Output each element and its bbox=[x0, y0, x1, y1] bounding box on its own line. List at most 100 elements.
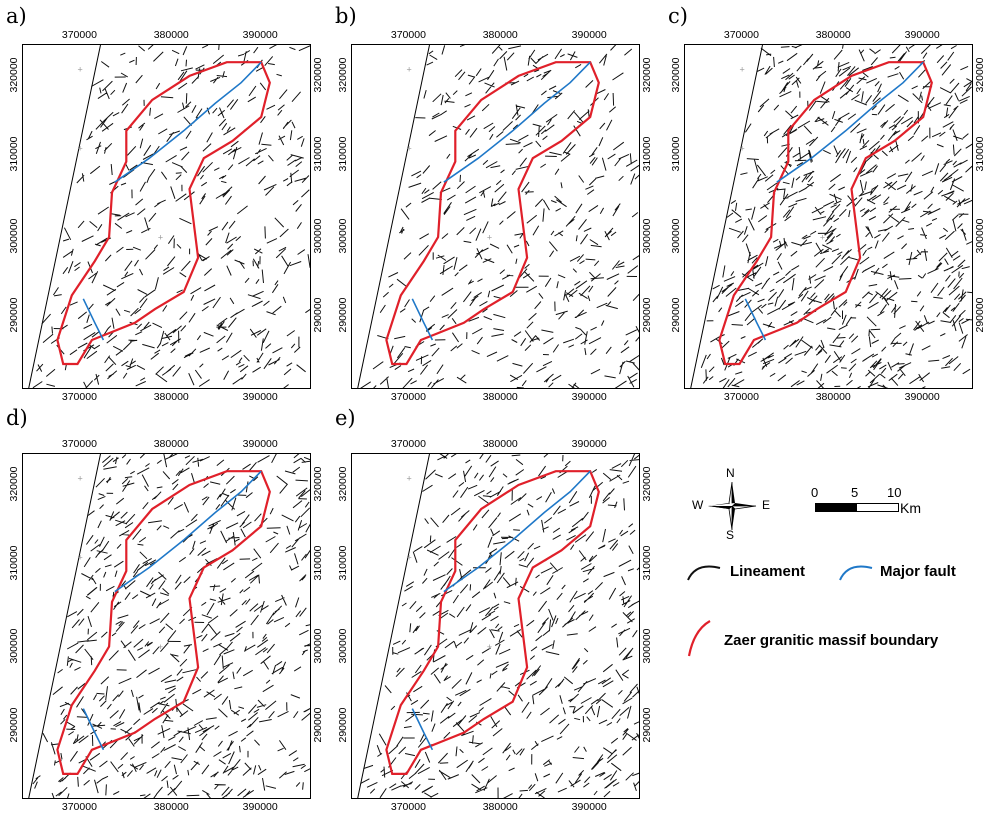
y-tick-left: 290000 bbox=[8, 707, 20, 743]
grid-cross: + bbox=[78, 143, 83, 153]
y-tick-left: 300000 bbox=[8, 218, 20, 254]
x-tick-bottom: 370000 bbox=[723, 391, 759, 403]
y-tick-left: 290000 bbox=[670, 297, 682, 333]
y-tick-left: 320000 bbox=[8, 466, 20, 502]
major-fault-1 bbox=[114, 470, 262, 593]
lineaments bbox=[360, 454, 639, 798]
x-tick-bottom: 390000 bbox=[904, 391, 940, 403]
data-extent-edge bbox=[690, 45, 763, 388]
x-tick-top: 380000 bbox=[153, 438, 189, 450]
y-tick-left: 290000 bbox=[8, 297, 20, 333]
grid-cross: + bbox=[407, 553, 412, 563]
panel-label-1: b) bbox=[335, 4, 357, 28]
scale-bar bbox=[815, 503, 899, 512]
data-extent-edge bbox=[357, 454, 430, 798]
map-frame-3: + + + bbox=[22, 453, 311, 799]
grid-cross: + bbox=[78, 64, 83, 74]
lineaments bbox=[360, 45, 639, 388]
grid-cross: + bbox=[820, 233, 825, 243]
data-extent-edge bbox=[357, 45, 430, 388]
x-tick-bottom: 390000 bbox=[242, 391, 278, 403]
y-tick-right: 300000 bbox=[974, 218, 986, 254]
y-tick-right: 310000 bbox=[312, 136, 324, 172]
lineament-map-4: + + + bbox=[357, 454, 639, 798]
y-tick-right: 290000 bbox=[974, 297, 986, 333]
legend-major-fault: Major fault bbox=[880, 563, 956, 580]
grid-cross: + bbox=[158, 233, 163, 243]
y-tick-right: 290000 bbox=[312, 297, 324, 333]
lineament-legend-icon bbox=[687, 565, 721, 581]
y-tick-left: 310000 bbox=[337, 136, 349, 172]
compass-rose-icon bbox=[708, 481, 757, 531]
massif-boundary bbox=[718, 61, 933, 366]
legend-boundary: Zaer granitic massif boundary bbox=[724, 632, 939, 649]
x-tick-bottom: 380000 bbox=[153, 801, 189, 813]
grid-cross: + bbox=[740, 64, 745, 74]
lineaments bbox=[32, 454, 310, 798]
y-tick-right: 290000 bbox=[641, 707, 653, 743]
x-tick-top: 370000 bbox=[723, 29, 759, 41]
y-tick-right: 300000 bbox=[641, 628, 653, 664]
y-tick-left: 320000 bbox=[337, 466, 349, 502]
x-tick-top: 380000 bbox=[153, 29, 189, 41]
y-tick-left: 310000 bbox=[8, 136, 20, 172]
major-fault-1 bbox=[776, 61, 924, 183]
major-fault-1 bbox=[114, 61, 262, 183]
compass-s: S bbox=[726, 528, 735, 542]
grid-cross: + bbox=[487, 642, 492, 652]
x-tick-top: 370000 bbox=[390, 438, 426, 450]
compass-w: W bbox=[692, 498, 704, 512]
y-tick-right: 320000 bbox=[974, 57, 986, 93]
x-tick-top: 390000 bbox=[242, 29, 278, 41]
x-tick-top: 370000 bbox=[61, 29, 97, 41]
grid-cross: + bbox=[158, 642, 163, 652]
y-tick-right: 290000 bbox=[641, 297, 653, 333]
x-tick-bottom: 390000 bbox=[242, 801, 278, 813]
map-frame-4: + + + bbox=[351, 453, 640, 799]
data-extent-edge bbox=[28, 45, 101, 388]
y-tick-left: 300000 bbox=[337, 218, 349, 254]
y-tick-right: 320000 bbox=[641, 466, 653, 502]
grid-cross: + bbox=[407, 143, 412, 153]
x-tick-top: 380000 bbox=[482, 29, 518, 41]
panel-label-2: c) bbox=[668, 4, 688, 28]
x-tick-top: 390000 bbox=[904, 29, 940, 41]
lineaments bbox=[700, 45, 972, 388]
x-tick-top: 390000 bbox=[571, 29, 607, 41]
grid-cross: + bbox=[78, 553, 83, 563]
y-tick-right: 310000 bbox=[641, 545, 653, 581]
y-tick-left: 310000 bbox=[337, 545, 349, 581]
y-tick-right: 300000 bbox=[312, 628, 324, 664]
y-tick-right: 300000 bbox=[641, 218, 653, 254]
legend-lineament: Lineament bbox=[730, 563, 806, 580]
major-fault-1 bbox=[443, 61, 591, 183]
x-tick-top: 380000 bbox=[482, 438, 518, 450]
x-tick-top: 390000 bbox=[242, 438, 278, 450]
grid-cross: + bbox=[407, 474, 412, 484]
panel-label-3: d) bbox=[6, 406, 28, 430]
scale-bar-black-segment bbox=[816, 504, 857, 511]
y-tick-left: 310000 bbox=[670, 136, 682, 172]
scale-tick-10: 10 bbox=[887, 485, 902, 500]
y-tick-right: 310000 bbox=[974, 136, 986, 172]
lineament-map-3: + + + bbox=[28, 454, 310, 798]
lineament-map-2: + + + bbox=[690, 45, 972, 388]
x-tick-top: 370000 bbox=[61, 438, 97, 450]
grid-cross: + bbox=[407, 64, 412, 74]
major-fault-1 bbox=[443, 470, 591, 593]
x-tick-bottom: 370000 bbox=[61, 391, 97, 403]
y-tick-right: 300000 bbox=[312, 218, 324, 254]
massif-boundary bbox=[56, 61, 271, 366]
compass-n: N bbox=[726, 466, 735, 480]
y-tick-left: 290000 bbox=[337, 297, 349, 333]
grid-cross: + bbox=[487, 233, 492, 243]
panel-label-0: a) bbox=[6, 4, 27, 28]
x-tick-bottom: 380000 bbox=[153, 391, 189, 403]
map-frame-2: + + + bbox=[684, 44, 973, 389]
panel-label-4: e) bbox=[335, 406, 356, 430]
y-tick-right: 290000 bbox=[312, 707, 324, 743]
y-tick-left: 320000 bbox=[337, 57, 349, 93]
major-fault-2 bbox=[411, 298, 434, 341]
scale-tick-0: 0 bbox=[811, 485, 819, 500]
major-fault-2 bbox=[82, 298, 105, 341]
